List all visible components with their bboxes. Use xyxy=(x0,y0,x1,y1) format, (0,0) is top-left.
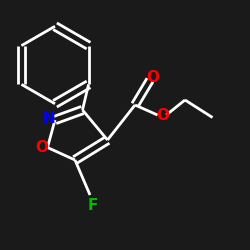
Text: N: N xyxy=(42,111,55,126)
Text: O: O xyxy=(156,108,169,122)
Text: O: O xyxy=(35,140,48,155)
Text: F: F xyxy=(87,198,98,212)
Text: O: O xyxy=(146,70,159,85)
